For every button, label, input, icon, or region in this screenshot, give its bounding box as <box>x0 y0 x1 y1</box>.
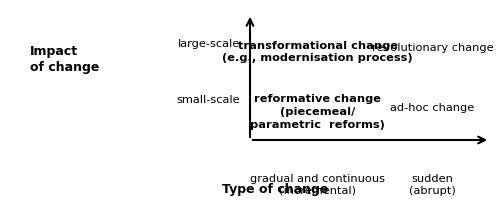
Text: ad-hoc change: ad-hoc change <box>390 103 474 113</box>
Text: Impact
of change: Impact of change <box>30 46 100 74</box>
Text: revolutionary change: revolutionary change <box>372 43 494 53</box>
Text: large-scale: large-scale <box>178 39 240 49</box>
Text: Type of change: Type of change <box>222 183 328 196</box>
Text: small-scale: small-scale <box>176 95 240 105</box>
Text: reformative change
(piecemeal/
parametric  reforms): reformative change (piecemeal/ parametri… <box>250 94 385 130</box>
Text: transformational change
(e.g., modernisation process): transformational change (e.g., modernisa… <box>222 41 413 63</box>
Text: gradual and continuous
(incremental): gradual and continuous (incremental) <box>250 174 385 196</box>
Text: sudden
(abrupt): sudden (abrupt) <box>409 174 456 196</box>
